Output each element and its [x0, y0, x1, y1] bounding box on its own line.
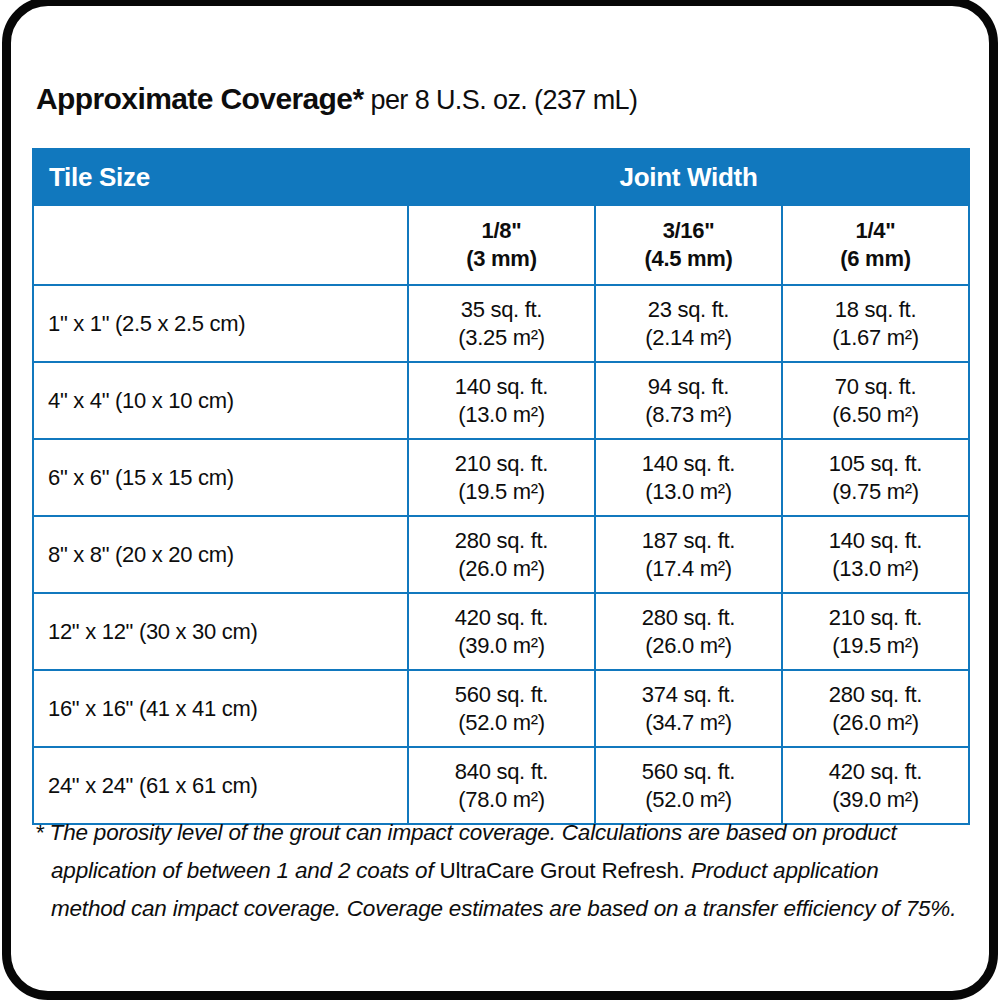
table-row: 4" x 4" (10 x 10 cm) 140 sq. ft.(13.0 m²…	[33, 362, 969, 439]
tile-size-cell: 12" x 12" (30 x 30 cm)	[33, 593, 408, 670]
coverage-m2: (3.25 m²)	[409, 324, 594, 352]
coverage-cell: 560 sq. ft.(52.0 m²)	[595, 747, 782, 824]
coverage-cell: 18 sq. ft.(1.67 m²)	[782, 285, 969, 362]
joint-col-header-1-4: 1/4" (6 mm)	[782, 205, 969, 285]
coverage-cell: 560 sq. ft.(52.0 m²)	[408, 670, 595, 747]
footnote: * The porosity level of the grout can im…	[35, 814, 1000, 928]
table-row: 24" x 24" (61 x 61 cm) 840 sq. ft.(78.0 …	[33, 747, 969, 824]
coverage-table: Tile Size Joint Width 1/8" (3 mm) 3/16" …	[32, 148, 970, 825]
coverage-m2: (8.73 m²)	[596, 401, 781, 429]
tile-size-cell: 24" x 24" (61 x 61 cm)	[33, 747, 408, 824]
coverage-cell: 840 sq. ft.(78.0 m²)	[408, 747, 595, 824]
coverage-cell: 210 sq. ft.(19.5 m²)	[782, 593, 969, 670]
product-name: UltraCare Grout Refresh.	[440, 858, 685, 883]
empty-corner-cell	[33, 205, 408, 285]
coverage-cell: 140 sq. ft.(13.0 m²)	[595, 439, 782, 516]
coverage-sqft: 840 sq. ft.	[409, 758, 594, 786]
coverage-sqft: 374 sq. ft.	[596, 681, 781, 709]
tile-size-header-cell: Tile Size	[33, 149, 408, 205]
coverage-m2: (19.5 m²)	[783, 632, 968, 660]
coverage-m2: (39.0 m²)	[783, 786, 968, 814]
coverage-sqft: 210 sq. ft.	[783, 604, 968, 632]
coverage-sqft: 23 sq. ft.	[596, 296, 781, 324]
joint-size: 1/4"	[783, 217, 968, 245]
table-header-row: Tile Size Joint Width	[33, 149, 969, 205]
coverage-sqft: 280 sq. ft.	[596, 604, 781, 632]
joint-size: 3/16"	[596, 217, 781, 245]
coverage-cell: 374 sq. ft.(34.7 m²)	[595, 670, 782, 747]
coverage-sqft: 35 sq. ft.	[409, 296, 594, 324]
title-main: Approximate Coverage*	[36, 82, 364, 115]
coverage-m2: (78.0 m²)	[409, 786, 594, 814]
coverage-m2: (26.0 m²)	[596, 632, 781, 660]
coverage-sqft: 18 sq. ft.	[783, 296, 968, 324]
coverage-m2: (13.0 m²)	[409, 401, 594, 429]
title-suffix: per 8 U.S. oz. (237 mL)	[371, 85, 638, 115]
coverage-cell: 187 sq. ft.(17.4 m²)	[595, 516, 782, 593]
coverage-sqft: 187 sq. ft.	[596, 527, 781, 555]
coverage-m2: (26.0 m²)	[783, 709, 968, 737]
coverage-sqft: 280 sq. ft.	[783, 681, 968, 709]
coverage-m2: (17.4 m²)	[596, 555, 781, 583]
tile-size-cell: 16" x 16" (41 x 41 cm)	[33, 670, 408, 747]
coverage-cell: 210 sq. ft.(19.5 m²)	[408, 439, 595, 516]
coverage-cell: 140 sq. ft.(13.0 m²)	[782, 516, 969, 593]
coverage-cell: 70 sq. ft.(6.50 m²)	[782, 362, 969, 439]
table-row: 12" x 12" (30 x 30 cm) 420 sq. ft.(39.0 …	[33, 593, 969, 670]
coverage-m2: (52.0 m²)	[409, 709, 594, 737]
coverage-sqft: 94 sq. ft.	[596, 373, 781, 401]
coverage-m2: (6.50 m²)	[783, 401, 968, 429]
table-row: 1" x 1" (2.5 x 2.5 cm) 35 sq. ft.(3.25 m…	[33, 285, 969, 362]
coverage-cell: 23 sq. ft.(2.14 m²)	[595, 285, 782, 362]
coverage-m2: (39.0 m²)	[409, 632, 594, 660]
tile-size-cell: 1" x 1" (2.5 x 2.5 cm)	[33, 285, 408, 362]
coverage-cell: 280 sq. ft.(26.0 m²)	[408, 516, 595, 593]
coverage-sqft: 70 sq. ft.	[783, 373, 968, 401]
joint-metric: (6 mm)	[783, 245, 968, 273]
coverage-sqft: 210 sq. ft.	[409, 450, 594, 478]
coverage-cell: 35 sq. ft.(3.25 m²)	[408, 285, 595, 362]
coverage-sqft: 560 sq. ft.	[596, 758, 781, 786]
joint-metric: (3 mm)	[409, 245, 594, 273]
coverage-m2: (34.7 m²)	[596, 709, 781, 737]
coverage-cell: 280 sq. ft.(26.0 m²)	[595, 593, 782, 670]
coverage-cell: 420 sq. ft.(39.0 m²)	[408, 593, 595, 670]
coverage-m2: (1.67 m²)	[783, 324, 968, 352]
coverage-sqft: 105 sq. ft.	[783, 450, 968, 478]
coverage-sqft: 280 sq. ft.	[409, 527, 594, 555]
coverage-sqft: 140 sq. ft.	[596, 450, 781, 478]
joint-col-header-1-8: 1/8" (3 mm)	[408, 205, 595, 285]
coverage-m2: (13.0 m²)	[596, 478, 781, 506]
coverage-cell: 280 sq. ft.(26.0 m²)	[782, 670, 969, 747]
coverage-sqft: 420 sq. ft.	[409, 604, 594, 632]
table-row: 16" x 16" (41 x 41 cm) 560 sq. ft.(52.0 …	[33, 670, 969, 747]
coverage-cell: 140 sq. ft.(13.0 m²)	[408, 362, 595, 439]
coverage-sqft: 560 sq. ft.	[409, 681, 594, 709]
coverage-cell: 420 sq. ft.(39.0 m²)	[782, 747, 969, 824]
coverage-m2: (2.14 m²)	[596, 324, 781, 352]
coverage-sqft: 140 sq. ft.	[783, 527, 968, 555]
coverage-cell: 94 sq. ft.(8.73 m²)	[595, 362, 782, 439]
table-row: 6" x 6" (15 x 15 cm) 210 sq. ft.(19.5 m²…	[33, 439, 969, 516]
tile-size-cell: 6" x 6" (15 x 15 cm)	[33, 439, 408, 516]
coverage-m2: (19.5 m²)	[409, 478, 594, 506]
coverage-sqft: 420 sq. ft.	[783, 758, 968, 786]
joint-width-subheader-row: 1/8" (3 mm) 3/16" (4.5 mm) 1/4" (6 mm)	[33, 205, 969, 285]
coverage-m2: (13.0 m²)	[783, 555, 968, 583]
tile-size-cell: 8" x 8" (20 x 20 cm)	[33, 516, 408, 593]
joint-metric: (4.5 mm)	[596, 245, 781, 273]
joint-width-header-cell: Joint Width	[408, 149, 969, 205]
coverage-m2: (52.0 m²)	[596, 786, 781, 814]
table-row: 8" x 8" (20 x 20 cm) 280 sq. ft.(26.0 m²…	[33, 516, 969, 593]
page-title: Approximate Coverage*per 8 U.S. oz. (237…	[36, 82, 637, 116]
coverage-sqft: 140 sq. ft.	[409, 373, 594, 401]
coverage-m2: (26.0 m²)	[409, 555, 594, 583]
tile-size-cell: 4" x 4" (10 x 10 cm)	[33, 362, 408, 439]
joint-col-header-3-16: 3/16" (4.5 mm)	[595, 205, 782, 285]
coverage-cell: 105 sq. ft.(9.75 m²)	[782, 439, 969, 516]
joint-size: 1/8"	[409, 217, 594, 245]
coverage-m2: (9.75 m²)	[783, 478, 968, 506]
